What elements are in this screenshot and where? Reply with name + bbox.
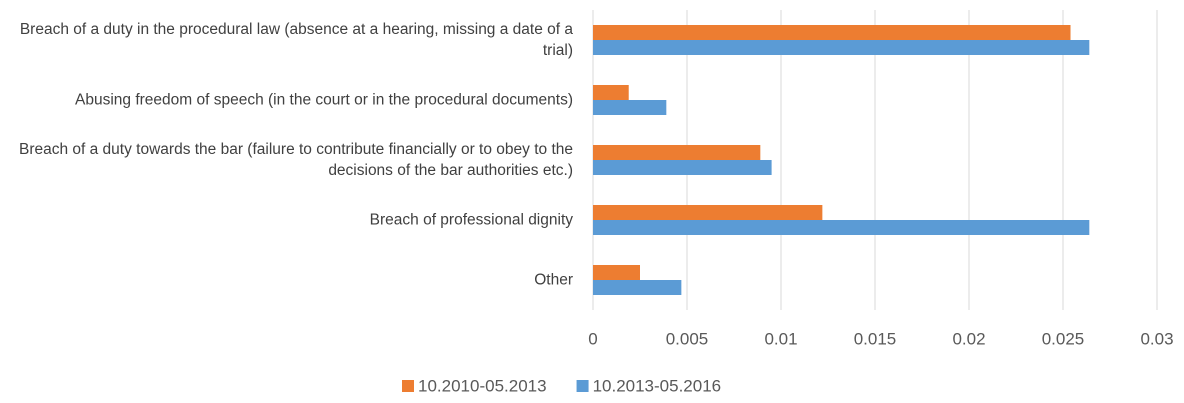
legend-swatch <box>576 380 589 392</box>
legend-label: 10.2010-05.2013 <box>418 376 547 395</box>
bar <box>593 160 772 175</box>
bar <box>593 40 1090 55</box>
bar <box>593 280 682 295</box>
x-tick-label: 0.015 <box>854 329 897 348</box>
x-tick-label: 0.03 <box>1140 329 1173 348</box>
category-label: Breach of professional dignity <box>369 211 573 229</box>
bar <box>593 85 629 100</box>
category-label: Breach of a duty in the procedural law (… <box>19 21 573 59</box>
legend-label: 10.2013-05.2016 <box>593 376 722 395</box>
x-tick-label: 0 <box>588 329 597 348</box>
category-label: Other <box>534 271 573 289</box>
x-tick-label: 0.025 <box>1042 329 1085 348</box>
category-label: Breach of a duty towards the bar (failur… <box>18 141 573 179</box>
bar <box>593 100 667 115</box>
bar <box>593 220 1090 235</box>
bar <box>593 265 640 280</box>
bar <box>593 25 1071 40</box>
x-tick-label: 0.02 <box>952 329 985 348</box>
category-label: Abusing freedom of speech (in the court … <box>75 91 573 109</box>
x-tick-label: 0.01 <box>764 329 797 348</box>
x-tick-label: 0.005 <box>666 329 709 348</box>
legend-swatch <box>402 380 414 392</box>
bar <box>593 145 761 160</box>
bar <box>593 205 823 220</box>
